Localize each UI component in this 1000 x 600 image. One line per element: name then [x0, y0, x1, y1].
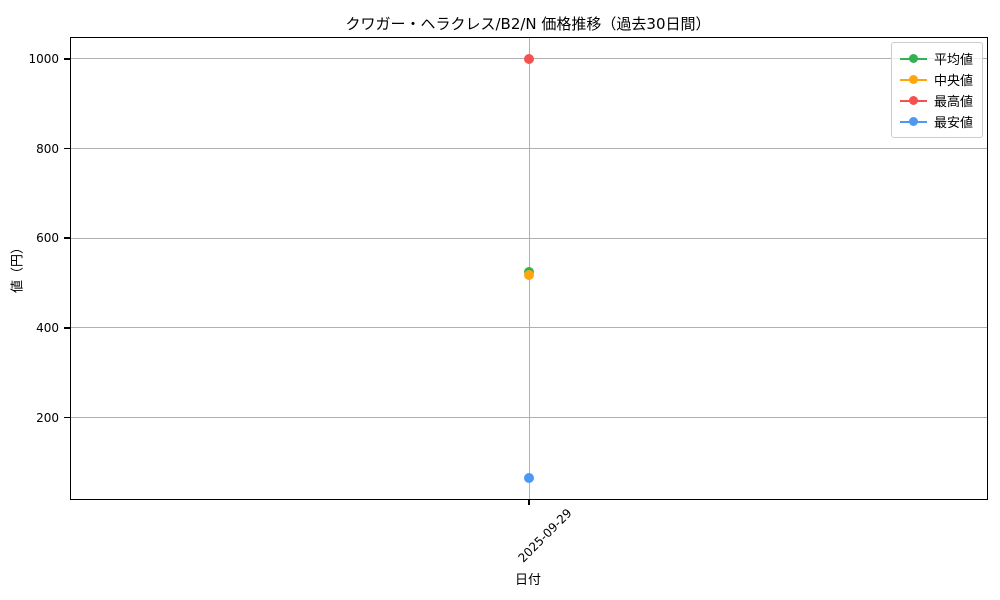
y-tick-label: 400 [36, 320, 59, 335]
legend-row: 平均値 [899, 48, 973, 69]
legend-label: 平均値 [933, 53, 973, 68]
x-tick-mark [528, 499, 530, 505]
legend-label: 最高値 [933, 95, 973, 110]
y-tick-mark [64, 416, 70, 419]
y-axis-label: 値（円） [10, 240, 26, 294]
legend-line-marker-icon [899, 75, 927, 85]
y-tick-label: 200 [36, 410, 59, 425]
x-tick-label: 2025-09-29 [515, 506, 575, 566]
y-tick-mark [64, 58, 70, 60]
legend-label: 最安値 [933, 116, 973, 131]
legend-row: 最高値 [899, 90, 973, 111]
y-tick-mark [64, 327, 70, 329]
data-point [524, 270, 534, 281]
legend-label: 中央値 [933, 74, 973, 89]
y-tick-mark [64, 147, 70, 150]
plot-area: 200 400 600 800 1000 平均値 中央値 最高値 最安値 [28, 37, 988, 505]
legend-row: 最安値 [899, 111, 973, 132]
legend-line-marker-icon [899, 96, 927, 106]
legend: 平均値 中央値 最高値 最安値 [890, 42, 983, 138]
data-point [524, 53, 534, 64]
legend-line-marker-icon [899, 117, 927, 127]
data-point [524, 473, 534, 484]
y-tick-label: 800 [36, 141, 59, 156]
y-tick-mark [64, 237, 70, 239]
legend-line-marker-icon [899, 54, 927, 64]
legend-row: 中央値 [899, 69, 973, 90]
x-axis-label: 日付 [514, 573, 541, 588]
chart-title: クワガー・ヘラクレス/B2/N 価格推移（過去30日間） [345, 15, 711, 33]
y-tick-label: 1000 [28, 51, 59, 66]
y-tick-label: 600 [36, 231, 59, 246]
